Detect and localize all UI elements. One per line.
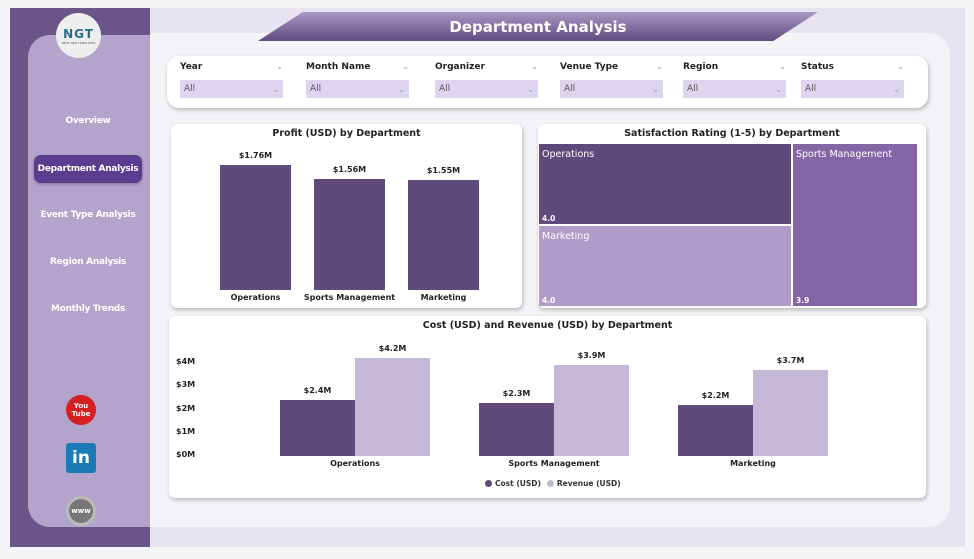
data-label: $1.56M <box>332 165 367 175</box>
filter-label: Venue Type <box>560 62 619 72</box>
tile-name: Marketing <box>542 231 590 242</box>
filter-dropdown[interactable]: All ⌄ <box>180 80 283 98</box>
nav-overview[interactable]: Overview <box>65 116 111 126</box>
revenue-bar <box>753 369 828 456</box>
youtube-icon[interactable]: You Tube <box>66 395 96 425</box>
chevron-down-icon: ⌄ <box>652 84 659 94</box>
legend: Cost (USD) Revenue (USD) <box>485 479 621 488</box>
x-tick-label: Marketing <box>730 459 776 468</box>
profit-bar <box>220 165 291 290</box>
profit-bar <box>314 179 385 290</box>
filter-organizer[interactable]: Organizer ⌄ All ⌄ <box>435 62 538 98</box>
filter-dropdown[interactable]: All ⌄ <box>560 80 663 98</box>
legend-dot-icon <box>546 480 554 487</box>
chart-title: Cost (USD) and Revenue (USD) by Departme… <box>422 320 673 331</box>
filter-venue-type[interactable]: Venue Type ⌄ All ⌄ <box>560 62 663 98</box>
x-tick-label: Marketing <box>420 293 467 302</box>
y-tick-label: $2M <box>176 403 196 413</box>
filter-dropdown[interactable]: All ⌄ <box>801 80 904 98</box>
globe-icon[interactable]: www <box>66 496 96 526</box>
treemap-tile-operations: Operations 4.0 <box>539 144 791 224</box>
filter-dropdown[interactable]: All ⌄ <box>683 80 786 98</box>
filter-label: Region <box>683 62 719 72</box>
legend-item: Cost (USD) <box>485 479 541 488</box>
legend-item: Revenue (USD) <box>546 479 621 488</box>
page-title: Department Analysis <box>258 12 818 41</box>
filter-label: Month Name <box>306 62 371 72</box>
nav-monthly-trends[interactable]: Monthly Trends <box>50 304 126 314</box>
chevron-down-icon[interactable]: ⌄ <box>402 62 409 71</box>
legend-dot-icon <box>485 480 492 487</box>
tile-value: 4.0 <box>542 296 556 305</box>
data-label: $1.55M <box>426 165 461 175</box>
chevron-down-icon[interactable]: ⌄ <box>531 62 538 71</box>
x-tick-label: Sports Management <box>303 293 396 302</box>
cost-bar <box>678 404 753 456</box>
cost-bar <box>479 402 554 456</box>
chart-title: Satisfaction Rating (1-5) by Department <box>624 128 840 139</box>
data-label: $4.2M <box>378 344 407 354</box>
x-tick-label: Sports Management <box>508 459 600 468</box>
chevron-down-icon[interactable]: ⌄ <box>276 62 283 71</box>
data-label: $2.4M <box>303 386 332 396</box>
filter-region[interactable]: Region ⌄ All ⌄ <box>683 62 786 98</box>
chevron-down-icon[interactable]: ⌄ <box>779 62 786 71</box>
treemap-tile-marketing: Marketing 4.0 <box>539 226 791 306</box>
nav-region-analysis[interactable]: Region Analysis <box>50 257 126 267</box>
filter-dropdown[interactable]: All ⌄ <box>306 80 409 98</box>
nav-department-analysis[interactable]: Department Analysis <box>34 155 142 183</box>
y-tick-label: $0M <box>176 450 196 459</box>
data-label: $3.9M <box>577 351 606 361</box>
tile-name: Operations <box>542 149 595 160</box>
data-label: $1.76M <box>238 151 273 161</box>
nav-event-type-analysis[interactable]: Event Type Analysis <box>40 210 136 220</box>
chevron-down-icon: ⌄ <box>272 84 279 94</box>
x-tick-label: Operations <box>330 459 380 468</box>
filter-month-name[interactable]: Month Name ⌄ All ⌄ <box>306 62 409 98</box>
chart-title: Profit (USD) by Department <box>272 128 421 139</box>
filter-status[interactable]: Status ⌄ All ⌄ <box>801 62 904 98</box>
revenue-bar <box>355 358 430 456</box>
chevron-down-icon[interactable]: ⌄ <box>656 62 663 71</box>
filter-label: Year <box>180 62 203 72</box>
linkedin-icon[interactable]: in <box>66 443 96 473</box>
chevron-down-icon[interactable]: ⌄ <box>897 62 904 71</box>
y-tick-label: $3M <box>176 380 196 390</box>
filter-label: Status <box>801 62 834 72</box>
tile-value: 3.9 <box>796 296 810 305</box>
chevron-down-icon: ⌄ <box>893 84 900 94</box>
profit-bar <box>408 179 479 290</box>
filter-dropdown[interactable]: All ⌄ <box>435 80 538 98</box>
x-tick-label: Operations <box>230 293 281 302</box>
filter-year[interactable]: Year ⌄ All ⌄ <box>180 62 283 98</box>
tile-value: 4.0 <box>542 214 556 223</box>
treemap-tile-sports-management: Sports Management 3.9 <box>793 144 917 306</box>
chevron-down-icon: ⌄ <box>527 84 534 94</box>
chevron-down-icon: ⌄ <box>775 84 782 94</box>
chevron-down-icon: ⌄ <box>398 84 405 94</box>
cost-bar <box>280 400 355 456</box>
revenue-bar <box>554 365 629 456</box>
tile-name: Sports Management <box>796 149 893 160</box>
y-tick-label: $1M <box>176 426 196 436</box>
data-label: $3.7M <box>776 355 805 365</box>
data-label: $2.2M <box>701 390 730 400</box>
filter-label: Organizer <box>435 62 485 72</box>
y-tick-label: $4M <box>176 357 196 366</box>
data-label: $2.3M <box>502 388 531 398</box>
logo: NGT NEXT GEN TEMPLATES <box>56 13 101 58</box>
